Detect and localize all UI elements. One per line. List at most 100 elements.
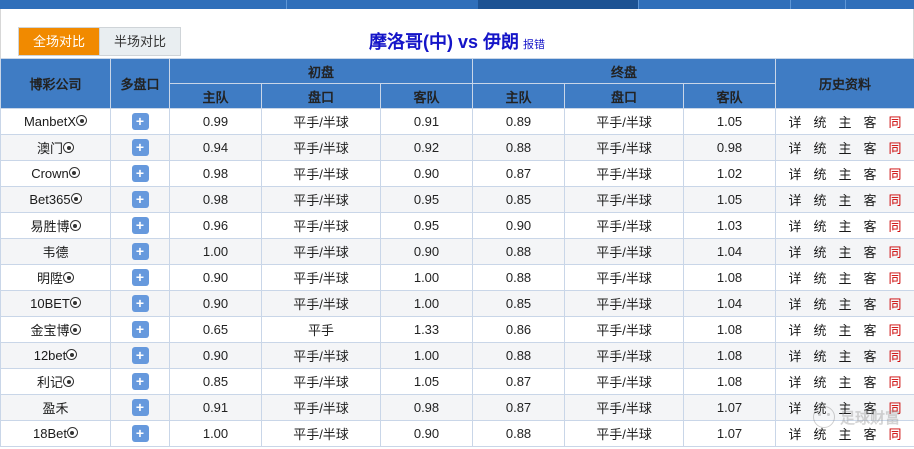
history-link-3[interactable]: 客: [863, 141, 877, 156]
history-link-1[interactable]: 统: [813, 219, 827, 234]
history-link-2[interactable]: 主: [838, 323, 852, 338]
cell-company[interactable]: 利记: [0, 368, 111, 395]
history-link-4[interactable]: 同: [888, 115, 902, 130]
expand-handicaps-button[interactable]: +: [131, 295, 149, 313]
history-link-1[interactable]: 统: [813, 141, 827, 156]
history-link-4[interactable]: 同: [888, 193, 902, 208]
expand-handicaps-button[interactable]: +: [131, 139, 149, 157]
history-link-4[interactable]: 同: [888, 401, 902, 416]
history-link-3[interactable]: 客: [863, 349, 877, 364]
history-link-4[interactable]: 同: [888, 375, 902, 390]
odds-table: 博彩公司 多盘口 初盘 终盘 历史资料 主队 盘口 客队 主队 盘口 客队 Ma…: [0, 58, 914, 447]
history-link-0[interactable]: 详: [788, 141, 802, 156]
history-link-1[interactable]: 统: [813, 323, 827, 338]
cell-company[interactable]: 12bet: [0, 342, 111, 369]
expand-handicaps-button[interactable]: +: [131, 399, 149, 417]
history-link-2[interactable]: 主: [838, 245, 852, 260]
history-link-2[interactable]: 主: [838, 349, 852, 364]
history-link-0[interactable]: 详: [788, 349, 802, 364]
history-link-3[interactable]: 客: [863, 245, 877, 260]
history-link-0[interactable]: 详: [788, 297, 802, 312]
history-link-2[interactable]: 主: [838, 271, 852, 286]
history-link-3[interactable]: 客: [863, 115, 877, 130]
history-link-3[interactable]: 客: [863, 271, 877, 286]
cell-company[interactable]: 易胜博: [0, 212, 111, 239]
history-link-3[interactable]: 客: [863, 427, 877, 442]
history-link-0[interactable]: 详: [788, 219, 802, 234]
history-link-1[interactable]: 统: [813, 349, 827, 364]
table-row: 韦德 +1.00 平手/半球 0.90 0.88 平手/半球 1.04 详统主客同: [0, 238, 914, 265]
history-link-4[interactable]: 同: [888, 219, 902, 234]
history-link-0[interactable]: 详: [788, 401, 802, 416]
expand-handicaps-button[interactable]: +: [131, 347, 149, 365]
history-link-2[interactable]: 主: [838, 375, 852, 390]
cell-initial-handicap: 平手/半球: [261, 134, 381, 161]
cell-company[interactable]: 10BET: [0, 290, 111, 317]
history-link-2[interactable]: 主: [838, 115, 852, 130]
history-link-1[interactable]: 统: [813, 115, 827, 130]
history-link-4[interactable]: 同: [888, 323, 902, 338]
cell-company[interactable]: 金宝博: [0, 316, 111, 343]
history-link-3[interactable]: 客: [863, 323, 877, 338]
history-link-0[interactable]: 详: [788, 271, 802, 286]
history-link-2[interactable]: 主: [838, 219, 852, 234]
history-link-0[interactable]: 详: [788, 245, 802, 260]
history-link-2[interactable]: 主: [838, 141, 852, 156]
history-link-1[interactable]: 统: [813, 167, 827, 182]
history-link-1[interactable]: 统: [813, 297, 827, 312]
cell-company[interactable]: Bet365: [0, 186, 111, 213]
history-link-0[interactable]: 详: [788, 167, 802, 182]
history-link-4[interactable]: 同: [888, 245, 902, 260]
history-link-0[interactable]: 详: [788, 115, 802, 130]
history-link-4[interactable]: 同: [888, 297, 902, 312]
history-link-2[interactable]: 主: [838, 427, 852, 442]
history-link-3[interactable]: 客: [863, 297, 877, 312]
cell-company[interactable]: 盈禾: [0, 394, 111, 421]
history-link-4[interactable]: 同: [888, 141, 902, 156]
expand-handicaps-button[interactable]: +: [131, 243, 149, 261]
history-link-0[interactable]: 详: [788, 323, 802, 338]
history-link-1[interactable]: 统: [813, 245, 827, 260]
tab-half-match[interactable]: 半场对比: [99, 28, 181, 55]
history-link-1[interactable]: 统: [813, 375, 827, 390]
cell-company[interactable]: ManbetX: [0, 108, 111, 135]
history-link-4[interactable]: 同: [888, 167, 902, 182]
expand-handicaps-button[interactable]: +: [131, 373, 149, 391]
history-link-3[interactable]: 客: [863, 219, 877, 234]
history-link-3[interactable]: 客: [863, 375, 877, 390]
history-link-2[interactable]: 主: [838, 297, 852, 312]
expand-handicaps-button[interactable]: +: [131, 269, 149, 287]
expand-handicaps-button[interactable]: +: [131, 191, 149, 209]
cell-company[interactable]: 韦德: [0, 238, 111, 265]
history-link-4[interactable]: 同: [888, 349, 902, 364]
cell-company[interactable]: Crown: [0, 160, 111, 187]
tab-full-match[interactable]: 全场对比: [19, 28, 100, 55]
history-link-4[interactable]: 同: [888, 271, 902, 286]
history-link-0[interactable]: 详: [788, 193, 802, 208]
expand-handicaps-button[interactable]: +: [131, 425, 149, 443]
report-error-link[interactable]: 报错: [523, 39, 545, 51]
cell-company[interactable]: 澳门: [0, 134, 111, 161]
company-name: 盈禾: [42, 401, 69, 416]
expand-handicaps-button[interactable]: +: [131, 113, 149, 131]
history-link-2[interactable]: 主: [838, 401, 852, 416]
cell-multi-handicap: +: [110, 134, 170, 161]
history-link-3[interactable]: 客: [863, 167, 877, 182]
expand-handicaps-button[interactable]: +: [131, 165, 149, 183]
history-link-1[interactable]: 统: [813, 193, 827, 208]
history-link-1[interactable]: 统: [813, 401, 827, 416]
history-link-0[interactable]: 详: [788, 427, 802, 442]
history-link-3[interactable]: 客: [863, 193, 877, 208]
history-link-2[interactable]: 主: [838, 167, 852, 182]
expand-handicaps-button[interactable]: +: [131, 321, 149, 339]
history-link-0[interactable]: 详: [788, 375, 802, 390]
history-link-1[interactable]: 统: [813, 427, 827, 442]
cell-company[interactable]: 18Bet: [0, 420, 111, 447]
table-row: 盈禾 +0.91 平手/半球 0.98 0.87 平手/半球 1.07 详统主客同: [0, 394, 914, 421]
history-link-2[interactable]: 主: [838, 193, 852, 208]
history-link-4[interactable]: 同: [888, 427, 902, 442]
history-link-3[interactable]: 客: [863, 401, 877, 416]
cell-company[interactable]: 明陞: [0, 264, 111, 291]
history-link-1[interactable]: 统: [813, 271, 827, 286]
expand-handicaps-button[interactable]: +: [131, 217, 149, 235]
